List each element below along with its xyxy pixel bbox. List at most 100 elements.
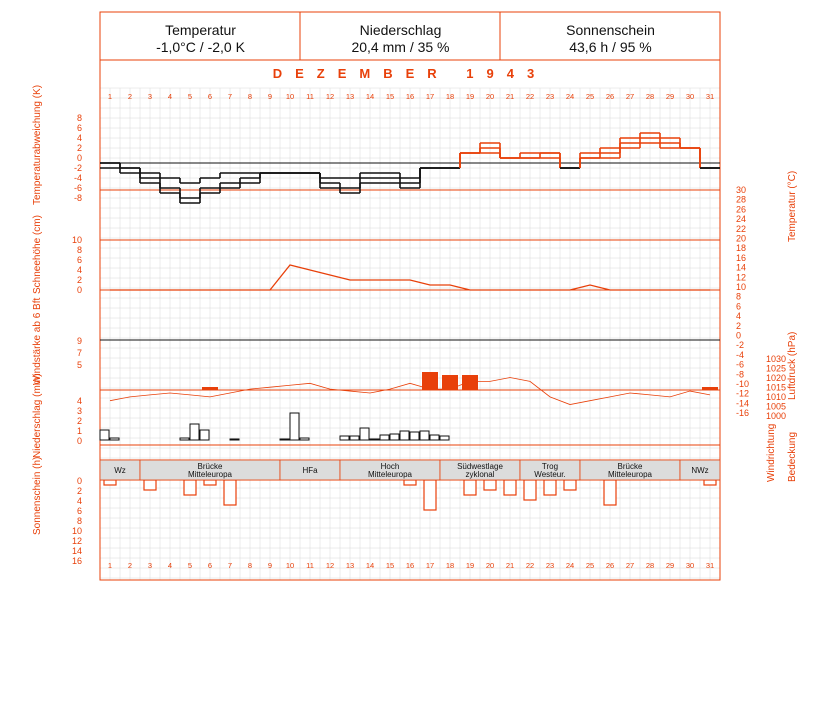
sunshine-tick: 10 bbox=[72, 526, 82, 536]
day-label: 13 bbox=[346, 92, 354, 101]
day-label: 12 bbox=[326, 92, 334, 101]
day-label: 13 bbox=[346, 561, 354, 570]
pressure-tick: 1025 bbox=[766, 364, 786, 374]
temperature-tick: -6 bbox=[736, 360, 744, 370]
precip-bar bbox=[279, 438, 290, 441]
weather-type-label: Wz bbox=[114, 466, 126, 475]
day-label: 5 bbox=[188, 561, 192, 570]
day-label: 5 bbox=[188, 92, 192, 101]
day-label: 21 bbox=[506, 92, 514, 101]
pressure-line bbox=[109, 377, 711, 405]
weather-type-label: Südwestlage bbox=[457, 462, 503, 471]
sunshine-bar bbox=[103, 479, 117, 486]
snow-tick: 10 bbox=[72, 235, 82, 245]
weather-type-label: zyklonal bbox=[466, 470, 495, 479]
temp-anomaly-tick: 6 bbox=[77, 123, 82, 133]
day-label: 7 bbox=[228, 92, 232, 101]
sunshine-bar bbox=[183, 479, 197, 496]
precip-bar bbox=[189, 423, 200, 441]
day-label: 22 bbox=[526, 92, 534, 101]
temp-anomaly-axis-label: Temperaturabweichung (K) bbox=[32, 84, 43, 205]
precip-bar bbox=[339, 435, 350, 441]
temp-anomaly-tick: -6 bbox=[74, 183, 82, 193]
pressure-tick: 1005 bbox=[766, 402, 786, 412]
temperature-value: -1,0°C / -2,0 K bbox=[156, 39, 245, 55]
pressure-tick: 1000 bbox=[766, 411, 786, 421]
sunshine-bar bbox=[703, 479, 717, 486]
chart-grid bbox=[99, 87, 721, 580]
temperature-tick: 12 bbox=[736, 272, 746, 282]
snow-tick: 8 bbox=[77, 245, 82, 255]
pressure-tick: 1015 bbox=[766, 383, 786, 393]
precip-tick: 4 bbox=[77, 396, 82, 406]
sunshine-tick: 2 bbox=[77, 486, 82, 496]
day-label: 31 bbox=[706, 561, 714, 570]
day-labels-top: 1 2 3 4 5 6 7 8 9 10 11 12 13 14 15 16 17 18 19 20 21 22 23 24 2… bbox=[108, 92, 714, 101]
day-label: 30 bbox=[686, 92, 694, 101]
day-label: 4 bbox=[168, 92, 172, 101]
temperature-tick: -2 bbox=[736, 340, 744, 350]
weather-type-label: Mitteleuropa bbox=[368, 470, 413, 479]
sunshine-title: Sonnenschein bbox=[566, 22, 655, 38]
precip-bar bbox=[409, 431, 420, 441]
pressure-axis-label: Luftdruck (hPa) bbox=[787, 331, 798, 400]
temperature-tick: 6 bbox=[736, 301, 741, 311]
day-label: 11 bbox=[306, 92, 314, 101]
temperature-tick: 18 bbox=[736, 243, 746, 253]
temp-anomaly-tick: -4 bbox=[74, 173, 82, 183]
day-label: 17 bbox=[426, 561, 434, 570]
sunshine-tick: 14 bbox=[72, 546, 82, 556]
temp-anomaly-tick: -2 bbox=[74, 163, 82, 173]
sunshine-axis-label: Sonnenschein (h) bbox=[32, 456, 43, 535]
day-label: 31 bbox=[706, 92, 714, 101]
temp-anomaly-tick: -8 bbox=[74, 193, 82, 203]
temperature-tick: 14 bbox=[736, 263, 746, 273]
day-label: 20 bbox=[486, 561, 494, 570]
day-label: 24 bbox=[566, 92, 574, 101]
wind-tick: 7 bbox=[77, 348, 82, 358]
pressure-tick: 1020 bbox=[766, 373, 786, 383]
temperature-tick: 0 bbox=[736, 331, 741, 341]
day-label: 3 bbox=[148, 561, 152, 570]
weather-type-label: Hoch bbox=[381, 462, 400, 471]
sunshine-bar bbox=[523, 479, 537, 501]
precip-bar bbox=[299, 437, 310, 441]
precip-bar bbox=[109, 437, 120, 441]
day-label: 18 bbox=[446, 92, 454, 101]
precipitation-summary: Niederschlag 20,4 mm / 35 % bbox=[301, 12, 500, 60]
day-label: 19 bbox=[466, 561, 474, 570]
day-label: 30 bbox=[686, 561, 694, 570]
sunshine-tick: 6 bbox=[77, 506, 82, 516]
weather-type-label: NWz bbox=[691, 466, 708, 475]
day-label: 8 bbox=[248, 92, 252, 101]
temperature-tick: 30 bbox=[736, 185, 746, 195]
sunshine-bar bbox=[143, 479, 157, 491]
snow-tick: 6 bbox=[77, 255, 82, 265]
day-label: 1 bbox=[108, 92, 112, 101]
temperature-tick: 22 bbox=[736, 224, 746, 234]
sunshine-bar bbox=[423, 479, 437, 511]
temperature-tick: -16 bbox=[736, 408, 749, 418]
precip-bar bbox=[349, 435, 360, 441]
snow-tick: 0 bbox=[77, 285, 82, 295]
day-label: 29 bbox=[666, 92, 674, 101]
day-label: 6 bbox=[208, 92, 212, 101]
wind-bar bbox=[462, 375, 478, 390]
temp-anomaly-tick: 4 bbox=[77, 133, 82, 143]
day-label: 26 bbox=[606, 92, 614, 101]
sunshine-tick: 16 bbox=[72, 556, 82, 566]
weather-type-label: Mitteleuropa bbox=[608, 470, 653, 479]
day-label: 24 bbox=[566, 561, 574, 570]
day-label: 27 bbox=[626, 561, 634, 570]
precip-bar bbox=[429, 434, 440, 441]
day-label: 29 bbox=[666, 561, 674, 570]
axis-ticks: 86420-2-4-6-8108642097543210024681012141… bbox=[72, 113, 786, 566]
weather-type-label: Mitteleuropa bbox=[188, 470, 233, 479]
day-label: 28 bbox=[646, 92, 654, 101]
temp-anomaly-tick: 8 bbox=[77, 113, 82, 123]
temperature-tick: -8 bbox=[736, 369, 744, 379]
weather-type-label: Brücke bbox=[198, 462, 223, 471]
snow-tick: 4 bbox=[77, 265, 82, 275]
day-label: 7 bbox=[228, 561, 232, 570]
